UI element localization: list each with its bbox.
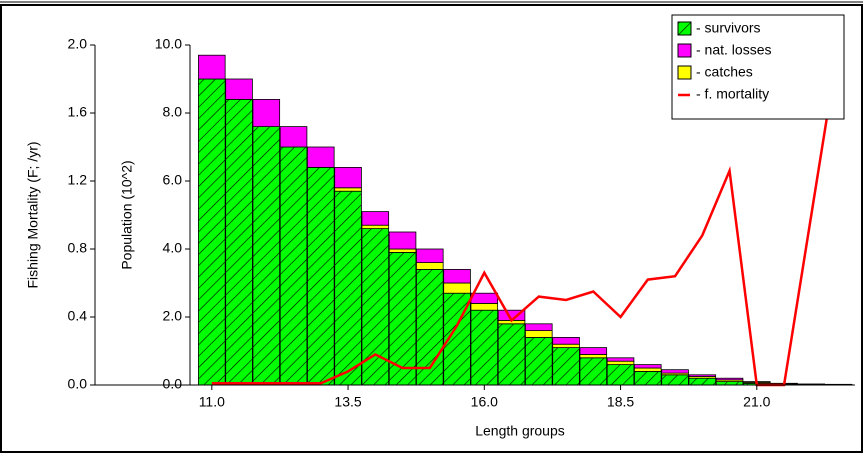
x-tick-label: 11.0: [199, 394, 225, 410]
bar-segment: [361, 211, 390, 226]
bar-segment: [497, 323, 526, 386]
bar-segment: [661, 369, 689, 374]
bar-segment: [606, 364, 635, 386]
bar-segment: [443, 268, 471, 284]
bar-segment: [416, 248, 444, 264]
bar-segment: [470, 292, 499, 304]
x-axis-label: Length groups: [475, 423, 565, 439]
bar-segment: [198, 78, 226, 386]
y-tick-label: 10.0: [155, 36, 182, 52]
legend-label: - nat. losses: [696, 42, 771, 58]
bar-segment: [388, 231, 417, 250]
bar-segment: [688, 377, 717, 386]
bar-segment: [525, 336, 553, 386]
bar-segment: [715, 381, 744, 386]
y-tick-label: 6.0: [163, 172, 183, 188]
bar-segment: [552, 336, 580, 345]
bar-segment: [688, 374, 717, 377]
bar-segment: [525, 323, 553, 331]
legend-label: - catches: [696, 64, 753, 80]
bar-segment: [225, 78, 253, 100]
legend-label: - survivors: [696, 20, 761, 36]
bar-segment: [470, 302, 499, 311]
bar-segment: [416, 262, 444, 270]
bar-segment: [579, 353, 608, 359]
bar-segment: [606, 357, 635, 362]
legend-swatch: [677, 21, 692, 36]
bar-segment: [634, 367, 662, 372]
bar-segment: [470, 309, 499, 386]
legend-label: - f. mortality: [696, 86, 769, 102]
y-tick-label: 4.0: [163, 240, 183, 256]
y2-tick-label: 2.0: [68, 36, 88, 52]
bar-segment: [252, 99, 281, 128]
y2-tick-label: 0.0: [68, 376, 88, 392]
y2-tick-label: 1.2: [68, 172, 88, 188]
y-axis-label: Population (10^2): [119, 160, 135, 269]
x-tick-label: 13.5: [334, 394, 361, 410]
x-tick-label: 21.0: [743, 394, 770, 410]
x-tick-label: 18.5: [607, 394, 634, 410]
bar-segment: [634, 364, 662, 369]
bar-segment: [388, 251, 417, 386]
bar-segment: [634, 370, 662, 386]
y-tick-label: 2.0: [163, 308, 183, 324]
bar-segment: [579, 347, 608, 355]
bar-segment: [661, 374, 689, 386]
bar-segment: [443, 282, 471, 294]
bar-segment: [579, 357, 608, 386]
frame: [0, 4, 863, 453]
mortality-line: [211, 44, 840, 387]
bar-segment: [334, 187, 362, 192]
y2-tick-label: 0.8: [68, 240, 88, 256]
legend-box: [671, 14, 845, 120]
bar-segment: [307, 166, 335, 386]
x-tick-label: 16.0: [471, 394, 498, 410]
y2-tick-label: 1.6: [68, 104, 88, 120]
bar-segment: [334, 166, 362, 189]
legend-swatch: [677, 43, 692, 58]
bar-segment: [525, 330, 553, 338]
bar-segment: [307, 146, 335, 168]
bar-segment: [361, 224, 390, 229]
bar-segment: [225, 99, 253, 386]
bar-segment: [279, 146, 308, 386]
bar-segment: [388, 248, 417, 253]
legend-swatch: [677, 65, 692, 80]
bar-segment: [552, 347, 580, 386]
bar-segment: [552, 343, 580, 349]
bar-segment: [606, 360, 635, 366]
bar-segment: [252, 126, 281, 386]
y-tick-label: 0.0: [163, 376, 183, 392]
y-tick-label: 8.0: [163, 104, 183, 120]
bar-segment: [715, 377, 744, 381]
bar-segment: [198, 54, 226, 80]
y2-axis-label: Fishing Mortality (F; /yr): [25, 141, 41, 288]
bar-segment: [279, 126, 308, 148]
y2-tick-label: 0.4: [68, 308, 88, 324]
bar-segment: [334, 190, 362, 386]
